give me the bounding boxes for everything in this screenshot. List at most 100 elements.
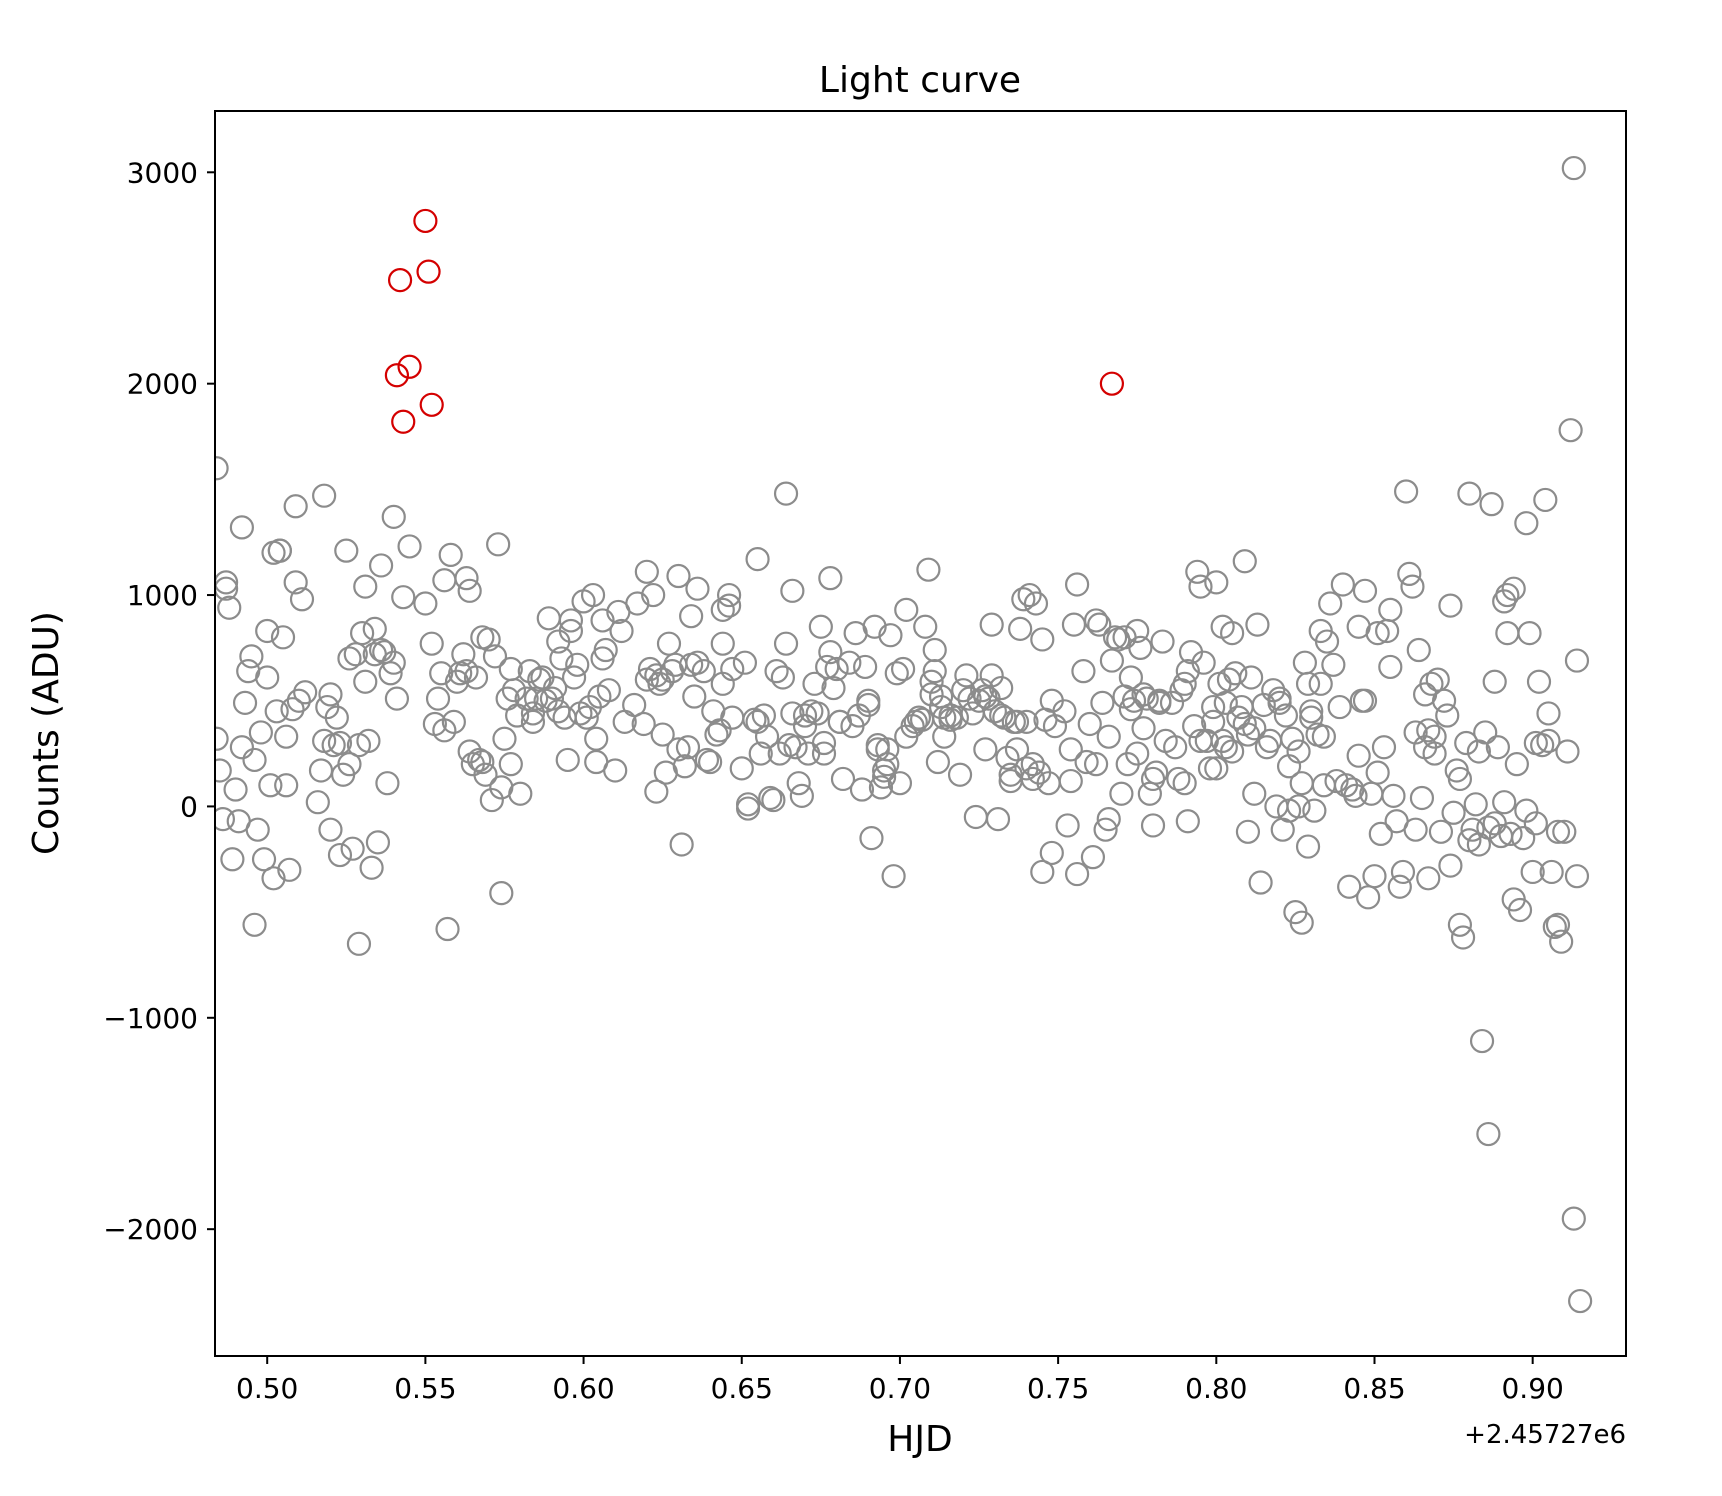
- data-point: [1356, 885, 1381, 910]
- data-point: [229, 515, 254, 540]
- data-point: [542, 675, 568, 701]
- data-point: [1463, 792, 1488, 817]
- data-point: [384, 686, 410, 711]
- data-point: [1163, 735, 1188, 760]
- x-tick-label: 0.50: [236, 1372, 298, 1405]
- data-point: [1482, 669, 1507, 694]
- data-point: [391, 585, 416, 610]
- data-point: [397, 534, 422, 559]
- x-tick-label: 0.55: [394, 1372, 456, 1405]
- data-point: [1295, 834, 1321, 859]
- data-point: [995, 745, 1020, 770]
- data-point: [957, 686, 982, 711]
- data-point: [429, 661, 454, 686]
- data-point: [1099, 648, 1125, 673]
- y-axis: −2000 −1000 0 1000 2000 3000: [103, 156, 215, 1246]
- data-point: [261, 866, 286, 891]
- data-point: [258, 773, 283, 798]
- data-point: [1507, 897, 1533, 923]
- data-point: [223, 777, 248, 802]
- data-point: [650, 667, 675, 692]
- data-point: [1166, 766, 1191, 792]
- data-point: [270, 625, 296, 650]
- data-point: [922, 637, 947, 663]
- data-point: [365, 830, 391, 855]
- data-point: [973, 737, 998, 762]
- data-point: [1191, 650, 1216, 675]
- data-point: [1128, 635, 1153, 660]
- data-point: [312, 483, 337, 508]
- data-point: [467, 747, 492, 773]
- data-point: [1365, 620, 1390, 646]
- data-point: [1058, 737, 1083, 762]
- data-point: [1172, 671, 1197, 696]
- data-point: [1539, 859, 1564, 885]
- data-point: [720, 656, 745, 682]
- data-point: [368, 553, 394, 578]
- data-point: [1327, 694, 1352, 720]
- x-axis: 0.50 0.55 0.60 0.65 0.70 0.75 0.80 0.85 0.90: [236, 1356, 1564, 1405]
- data-point: [1083, 752, 1109, 777]
- data-point: [1159, 690, 1185, 715]
- data-point: [1435, 703, 1460, 728]
- data-points: [215, 155, 1593, 1314]
- data-point: [337, 646, 362, 671]
- data-point: [1558, 418, 1583, 443]
- data-point: [438, 542, 463, 567]
- data-point: [1308, 671, 1333, 696]
- data-point: [362, 616, 387, 641]
- data-point: [805, 701, 830, 726]
- data-point: [283, 570, 308, 595]
- data-point: [1030, 859, 1055, 885]
- data-point: [824, 656, 849, 682]
- data-point: [242, 912, 267, 937]
- data-point: [802, 671, 827, 696]
- y-tick-label: 1000: [127, 579, 198, 612]
- data-point: [517, 659, 542, 684]
- data-point: [1131, 682, 1156, 707]
- data-point: [754, 724, 780, 749]
- data-point: [1289, 771, 1314, 796]
- data-point: [1080, 845, 1106, 870]
- data-point: [1352, 578, 1378, 603]
- data-point: [811, 730, 837, 756]
- x-tick-label: 0.85: [1343, 1372, 1405, 1405]
- data-point: [818, 640, 843, 665]
- outlier-point: [413, 208, 438, 234]
- data-point: [644, 779, 669, 804]
- data-point: [353, 574, 378, 599]
- data-point: [378, 661, 403, 686]
- data-point: [1292, 650, 1317, 675]
- data-point: [1020, 766, 1045, 792]
- data-point: [264, 699, 289, 724]
- data-point: [859, 826, 884, 851]
- data-point: [1520, 859, 1545, 885]
- data-point: [808, 614, 833, 639]
- data-point: [229, 735, 254, 760]
- data-point: [274, 773, 299, 798]
- chart-title: Light curve: [819, 60, 1021, 101]
- data-point: [1564, 864, 1590, 889]
- data-point: [277, 857, 302, 882]
- data-point: [1476, 815, 1501, 840]
- data-point: [650, 722, 675, 747]
- data-point: [584, 726, 609, 751]
- data-point: [1422, 724, 1447, 749]
- data-point: [735, 796, 761, 821]
- data-point: [220, 847, 245, 872]
- data-point: [1482, 811, 1507, 836]
- data-point: [1365, 760, 1390, 785]
- data-point: [634, 559, 659, 584]
- data-point: [1441, 800, 1466, 825]
- data-point: [1473, 720, 1498, 745]
- data-point: [1476, 1121, 1501, 1147]
- data-point: [1242, 781, 1267, 806]
- data-point: [1431, 688, 1457, 713]
- data-point: [881, 864, 906, 889]
- data-point: [1425, 667, 1450, 692]
- data-point: [1514, 511, 1539, 536]
- x-tick-label: 0.70: [869, 1372, 931, 1405]
- data-point: [729, 756, 754, 781]
- data-point: [811, 741, 837, 766]
